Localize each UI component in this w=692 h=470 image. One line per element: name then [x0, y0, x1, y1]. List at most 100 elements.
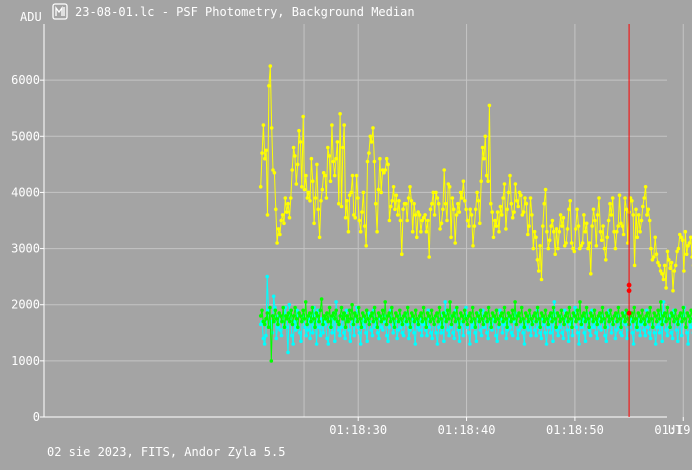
data-point [482, 156, 486, 161]
data-point [425, 333, 429, 338]
data-point [670, 336, 675, 341]
data-point [349, 190, 353, 195]
data-point [457, 325, 462, 330]
data-point [639, 322, 644, 327]
data-point [582, 213, 586, 217]
data-point [635, 325, 639, 330]
data-point [468, 342, 472, 346]
data-point [338, 314, 343, 318]
data-point [545, 317, 549, 321]
data-point [683, 229, 688, 234]
data-point [291, 145, 296, 150]
data-point [667, 258, 671, 262]
data-point [659, 300, 663, 304]
data-point [332, 173, 337, 178]
data-point [620, 311, 625, 315]
data-point [395, 336, 399, 341]
data-point [464, 305, 468, 310]
data-point [526, 232, 530, 237]
data-point [338, 112, 342, 116]
data-point [599, 238, 604, 242]
data-point [578, 300, 582, 304]
data-point [286, 350, 290, 355]
data-point [423, 317, 427, 321]
data-point [415, 235, 419, 240]
data-point [566, 319, 570, 324]
data-point [617, 193, 622, 197]
data-point [526, 319, 531, 324]
data-point [271, 168, 275, 172]
data-point [557, 229, 562, 234]
data-point [390, 305, 394, 310]
data-point [317, 319, 321, 324]
data-point [689, 235, 692, 240]
data-point [339, 204, 344, 209]
data-point [341, 317, 345, 321]
data-point [347, 193, 352, 197]
data-point [441, 311, 446, 315]
data-point [366, 317, 370, 321]
data-point [293, 305, 297, 310]
data-point [442, 168, 447, 172]
data-point [496, 317, 500, 321]
data-point [305, 328, 310, 332]
data-point [575, 207, 579, 212]
data-point [355, 319, 360, 324]
data-point [632, 305, 637, 310]
data-point [631, 213, 635, 217]
data-point [664, 286, 668, 290]
data-point [304, 333, 309, 338]
data-point [447, 317, 451, 321]
data-point [500, 331, 505, 335]
data-point [289, 196, 293, 200]
data-point [278, 232, 282, 237]
time-cursor[interactable] [626, 24, 632, 417]
data-point [371, 319, 376, 324]
data-point [608, 201, 612, 206]
data-point [613, 336, 618, 341]
data-point [568, 199, 572, 203]
data-point [453, 319, 458, 324]
data-point [315, 162, 319, 167]
data-point [631, 319, 635, 324]
data-point [648, 336, 653, 341]
data-point [342, 331, 346, 335]
data-point [399, 317, 403, 321]
data-point [427, 255, 432, 259]
data-point [486, 179, 490, 183]
data-point [461, 319, 466, 324]
data-point [316, 207, 321, 212]
data-point [334, 308, 339, 313]
data-point [412, 319, 417, 324]
data-point [486, 336, 490, 341]
data-point [421, 305, 426, 310]
data-point [557, 314, 561, 318]
data-point [490, 328, 494, 332]
data-point [643, 333, 648, 338]
data-point [349, 317, 353, 321]
data-point [268, 305, 272, 310]
data-point [676, 322, 680, 327]
data-point [662, 263, 667, 268]
data-point [590, 224, 594, 228]
data-point [616, 305, 621, 310]
data-point [314, 342, 319, 346]
data-point [338, 333, 342, 338]
data-point [671, 288, 675, 293]
data-point [375, 331, 380, 335]
data-point [429, 308, 434, 313]
data-point [375, 229, 379, 234]
y-tick-label: 2000 [11, 298, 40, 312]
data-point [331, 311, 336, 315]
data-point [598, 325, 602, 330]
data-point [639, 218, 644, 223]
data-point [508, 314, 512, 318]
data-point [435, 342, 440, 346]
data-point [396, 319, 401, 324]
data-point [636, 311, 641, 315]
data-point [441, 207, 445, 212]
data-point [321, 171, 326, 175]
data-point [478, 221, 482, 226]
